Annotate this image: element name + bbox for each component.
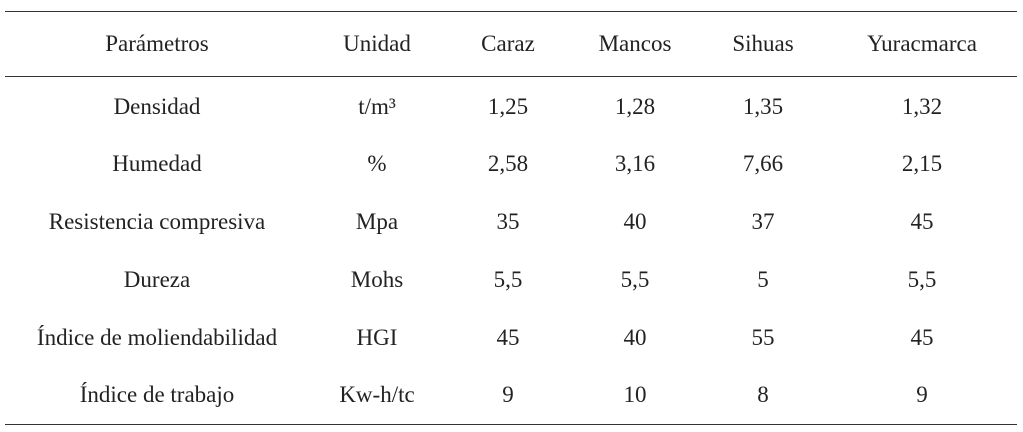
table-row: Índice de trabajo Kw-h/tc 9 10 8 9 xyxy=(5,367,1017,425)
cell-parameter: Índice de moliendabilidad xyxy=(36,324,278,350)
cell-parameter: Densidad xyxy=(113,93,201,119)
cell-yuracmarca: 45 xyxy=(910,208,934,234)
table-header-row: Parámetros Unidad Caraz Mancos Sihuas Yu… xyxy=(5,11,1017,77)
cell-sihuas: 5 xyxy=(757,266,769,292)
cell-sihuas: 55 xyxy=(751,324,775,350)
cell-caraz: 1,25 xyxy=(487,93,529,119)
table-row: Densidad t/m³ 1,25 1,28 1,35 1,32 xyxy=(5,77,1017,135)
cell-unit: HGI xyxy=(356,324,398,350)
cell-mancos: 3,16 xyxy=(614,150,656,176)
cell-unit: Mpa xyxy=(355,208,399,234)
cell-mancos: 5,5 xyxy=(620,266,650,292)
cell-yuracmarca: 9 xyxy=(916,382,928,408)
cell-unit: Kw-h/tc xyxy=(339,382,415,408)
cell-sihuas: 7,66 xyxy=(742,150,784,176)
table-row: Índice de moliendabilidad HGI 45 40 55 4… xyxy=(5,309,1017,367)
cell-sihuas: 1,35 xyxy=(742,93,784,119)
header-parametros: Parámetros xyxy=(105,31,209,56)
header-unidad: Unidad xyxy=(343,31,411,56)
header-caraz: Caraz xyxy=(481,31,535,56)
parameters-table-container: Parámetros Unidad Caraz Mancos Sihuas Yu… xyxy=(5,11,1017,425)
cell-mancos: 10 xyxy=(623,382,647,408)
cell-caraz: 45 xyxy=(496,324,520,350)
table-row: Humedad % 2,58 3,16 7,66 2,15 xyxy=(5,135,1017,193)
cell-yuracmarca: 5,5 xyxy=(907,266,937,292)
cell-parameter: Humedad xyxy=(112,150,202,176)
cell-mancos: 40 xyxy=(623,208,647,234)
cell-unit: % xyxy=(367,150,387,176)
cell-unit: Mohs xyxy=(350,266,404,292)
cell-caraz: 2,58 xyxy=(487,150,529,176)
cell-yuracmarca: 1,32 xyxy=(901,93,943,119)
cell-unit: t/m³ xyxy=(358,93,396,119)
parameters-table: Parámetros Unidad Caraz Mancos Sihuas Yu… xyxy=(5,11,1017,425)
cell-mancos: 40 xyxy=(623,324,647,350)
cell-mancos: 1,28 xyxy=(614,93,656,119)
cell-caraz: 35 xyxy=(496,208,520,234)
header-sihuas: Sihuas xyxy=(732,31,794,56)
cell-sihuas: 37 xyxy=(751,208,775,234)
cell-parameter: Resistencia compresiva xyxy=(48,208,266,234)
cell-yuracmarca: 45 xyxy=(910,324,934,350)
cell-parameter: Índice de trabajo xyxy=(79,382,235,408)
table-row: Resistencia compresiva Mpa 35 40 37 45 xyxy=(5,193,1017,251)
cell-caraz: 9 xyxy=(502,382,514,408)
cell-yuracmarca: 2,15 xyxy=(901,150,943,176)
header-yuracmarca: Yuracmarca xyxy=(867,31,977,56)
cell-caraz: 5,5 xyxy=(493,266,523,292)
cell-parameter: Dureza xyxy=(123,266,191,292)
header-mancos: Mancos xyxy=(598,31,672,56)
table-row: Dureza Mohs 5,5 5,5 5 5,5 xyxy=(5,251,1017,309)
cell-sihuas: 8 xyxy=(757,382,769,408)
